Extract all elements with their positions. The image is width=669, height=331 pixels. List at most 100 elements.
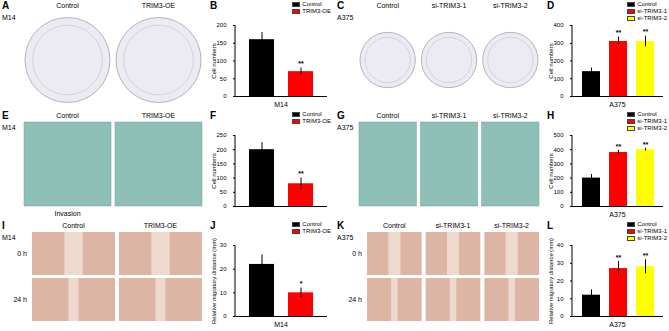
svg-text:**: ** [298,60,304,67]
svg-text:30: 30 [220,242,227,248]
html-text:TRIM3-OE: TRIM3-OE [302,118,331,124]
svg-text:40: 40 [557,242,564,248]
svg-text:200: 200 [553,58,564,64]
html-text:L: L [547,220,554,231]
svg-text:si-TRIM3-1: si-TRIM3-1 [436,222,471,229]
svg-text:Cell numbers: Cell numbers [548,153,554,188]
html-text:A375: A375 [609,321,626,328]
svg-text:10: 10 [220,290,227,296]
svg-text:**: ** [643,28,649,35]
svg-text:250: 250 [216,132,227,138]
svg-text:si-TRIM3-2: si-TRIM3-2 [493,2,528,9]
svg-text:M14: M14 [2,124,16,131]
svg-text:E: E [2,110,9,121]
html-text:Control: Control [302,1,322,7]
html-text:H: H [547,110,555,121]
svg-text:A: A [2,0,9,11]
html-text:J: J [210,220,216,231]
html-text:A375: A375 [609,211,626,218]
svg-text:500: 500 [553,132,564,138]
svg-text:**: ** [643,252,649,259]
svg-text:10: 10 [557,296,564,302]
svg-text:50: 50 [220,189,227,195]
svg-text:Control: Control [376,112,399,119]
svg-text:M14: M14 [2,14,16,21]
svg-text:I: I [2,220,5,231]
svg-text:**: ** [298,170,304,177]
svg-text:0: 0 [560,93,564,99]
svg-text:0 h: 0 h [17,250,27,257]
svg-text:M14: M14 [2,234,16,241]
svg-text:0: 0 [560,313,564,319]
svg-text:si-TRIM3-1: si-TRIM3-1 [432,112,467,119]
html-text:M14: M14 [274,101,288,108]
svg-text:200: 200 [216,22,227,28]
svg-text:C: C [337,0,344,11]
svg-text:Relative migratory distance (m: Relative migratory distance (mm) [211,238,217,324]
svg-text:K: K [337,220,345,231]
html-text:D: D [547,0,555,11]
svg-text:TRIM3-OE: TRIM3-OE [142,112,176,119]
svg-text:si-TRIM3-2: si-TRIM3-2 [494,222,529,229]
svg-text:100: 100 [553,76,564,82]
svg-text:TRIM3-OE: TRIM3-OE [142,2,176,9]
svg-text:**: ** [616,29,622,36]
svg-text:*: * [300,280,303,287]
svg-text:100: 100 [216,58,227,64]
svg-text:Relative migratory distance (m: Relative migratory distance (mm) [548,238,554,324]
html-text:F: F [210,110,217,121]
svg-text:30: 30 [557,260,564,266]
svg-text:150: 150 [216,40,227,46]
svg-text:si-TRIM3-1: si-TRIM3-1 [432,2,467,9]
svg-text:0 h: 0 h [352,250,362,257]
html-text:B: B [210,0,218,11]
svg-text:0: 0 [223,93,227,99]
svg-text:50: 50 [220,76,227,82]
svg-text:0: 0 [223,313,227,319]
svg-text:150: 150 [216,161,227,167]
svg-text:400: 400 [553,22,564,28]
svg-text:G: G [337,110,345,121]
svg-text:24 h: 24 h [348,296,362,303]
svg-text:100: 100 [553,189,564,195]
svg-text:0: 0 [560,203,564,209]
svg-text:Control: Control [62,222,85,229]
svg-text:200: 200 [216,147,227,153]
html-text:Control: Control [637,111,657,117]
svg-text:Cell numbers: Cell numbers [211,153,217,188]
html-text:si-TRIM3-2: si-TRIM3-2 [637,15,667,21]
svg-text:**: ** [643,141,649,148]
svg-text:300: 300 [553,40,564,46]
svg-text:20: 20 [557,278,564,284]
svg-text:24 h: 24 h [13,296,27,303]
html-text:A375: A375 [609,101,626,108]
svg-text:A375: A375 [337,124,353,131]
svg-text:300: 300 [553,161,564,167]
svg-text:**: ** [616,143,622,150]
html-text:Control: Control [302,221,322,227]
svg-text:0: 0 [223,203,227,209]
svg-text:Cell numbers: Cell numbers [211,43,217,78]
svg-text:**: ** [616,254,622,261]
svg-text:si-TRIM3-2: si-TRIM3-2 [493,112,528,119]
html-text:si-TRIM3-1: si-TRIM3-1 [637,8,667,14]
svg-text:A375: A375 [337,234,353,241]
html-text:Control: Control [302,111,322,117]
svg-text:Control: Control [376,2,399,9]
html-text:Control: Control [637,1,657,7]
svg-text:200: 200 [553,175,564,181]
svg-text:Control: Control [56,112,79,119]
svg-text:Control: Control [383,222,406,229]
svg-text:Cell numbers: Cell numbers [548,43,554,78]
html-text:si-TRIM3-1: si-TRIM3-1 [637,118,667,124]
svg-text:100: 100 [216,175,227,181]
svg-text:A375: A375 [337,14,353,21]
svg-text:Control: Control [56,2,79,9]
svg-text:Invasion: Invasion [54,210,80,217]
html-text:TRIM3-OE: TRIM3-OE [302,8,331,14]
svg-text:TRIM3-OE: TRIM3-OE [144,222,178,229]
html-text:si-TRIM3-2: si-TRIM3-2 [637,125,667,131]
svg-text:20: 20 [220,266,227,272]
svg-text:400: 400 [553,147,564,153]
html-text:M14: M14 [274,321,288,328]
